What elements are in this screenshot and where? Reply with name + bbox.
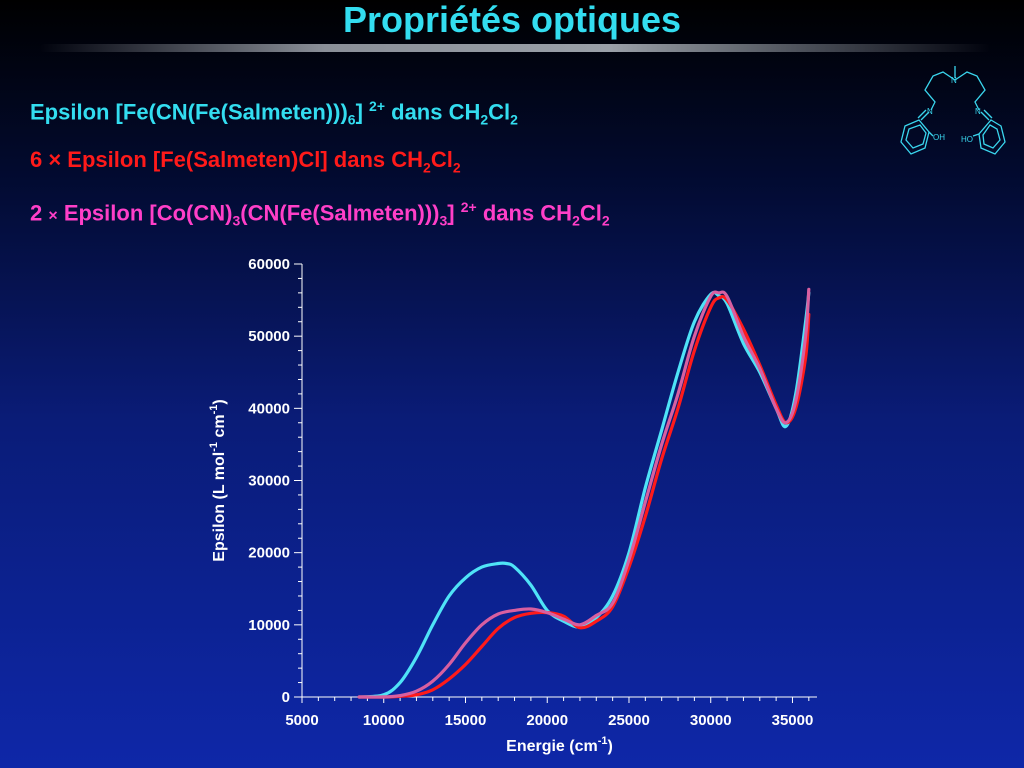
molecule-label-n-top: N bbox=[951, 76, 957, 85]
x-tick-label: 20000 bbox=[526, 712, 568, 729]
legend-entry-co: 2 × Epsilon [Co(CN)3(CN(Fe(Salmeten)))3]… bbox=[30, 199, 610, 229]
y-tick-label: 10000 bbox=[248, 617, 290, 634]
series-line-fe6 bbox=[357, 290, 811, 699]
x-tick-label: 35000 bbox=[772, 712, 814, 729]
y-axis-label: Epsilon (L mol-1 cm-1) bbox=[208, 399, 228, 561]
y-tick-label: 40000 bbox=[248, 400, 290, 417]
series-line-co bbox=[357, 287, 811, 699]
molecule-label-n-left: N bbox=[927, 107, 933, 116]
slide-title: Propriétés optiques bbox=[342, 0, 682, 40]
legend-entry-fecl: 6 × Epsilon [Fe(Salmeten)Cl] dans CH2Cl2 bbox=[30, 146, 461, 176]
salmeten-structure-icon: N N N OH HO bbox=[900, 66, 1006, 155]
x-tick-label: 25000 bbox=[608, 712, 650, 729]
molecule-label-n-right: N bbox=[975, 107, 981, 116]
x-tick-label: 15000 bbox=[445, 712, 487, 729]
y-tick-label: 60000 bbox=[248, 256, 290, 273]
x-tick-label: 10000 bbox=[363, 712, 405, 729]
y-tick-label: 20000 bbox=[248, 545, 290, 562]
x-axis-label: Energie (cm-1) bbox=[506, 735, 613, 755]
x-tick-label: 30000 bbox=[690, 712, 732, 729]
y-tick-label: 30000 bbox=[248, 473, 290, 490]
y-tick-label: 50000 bbox=[248, 328, 290, 345]
molecule-label-oh: OH bbox=[933, 133, 945, 142]
x-tick-label: 5000 bbox=[285, 712, 318, 729]
legend: Epsilon [Fe(CN(Fe(Salmeten)))6] 2+ dans … bbox=[30, 86, 610, 241]
title-divider bbox=[40, 44, 990, 52]
chart-axes: 5000 10000 15000 20000 25000 30000 35000 0 10000… bbox=[248, 256, 817, 729]
chart-series bbox=[357, 287, 811, 699]
legend-entry-fe6: Epsilon [Fe(CN(Fe(Salmeten)))6] 2+ dans … bbox=[30, 98, 518, 128]
y-tick-label: 0 bbox=[282, 689, 290, 706]
molecule-label-ho: HO bbox=[961, 135, 973, 144]
